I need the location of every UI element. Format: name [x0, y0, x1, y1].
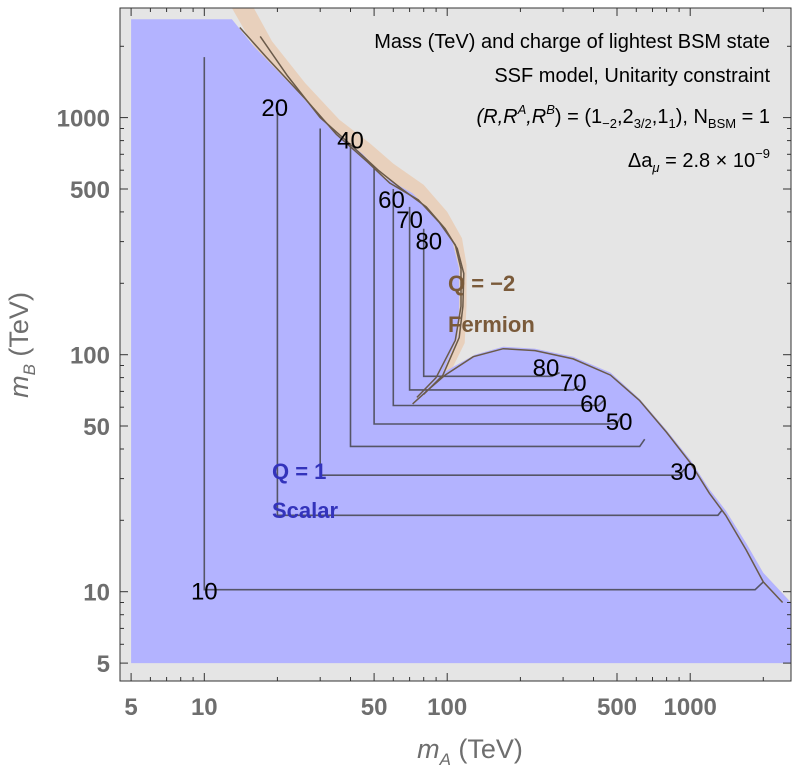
x-tick-label: 10	[191, 694, 218, 721]
contour-20	[276, 103, 723, 517]
contour-30	[319, 128, 686, 476]
contour-10	[203, 57, 764, 591]
contour-60	[392, 189, 605, 407]
y-axis-title: mB (TeV)	[4, 292, 39, 398]
y-tick-label: 5	[97, 651, 110, 678]
info-line-3: (R,RA,RB) = (1−2,23/2,11), NBSM = 1	[476, 102, 770, 131]
y-tick-label: 50	[83, 414, 110, 441]
contour-label-10: 10	[191, 579, 218, 606]
contour-label-70: 70	[560, 370, 587, 397]
y-tick-label: 100	[70, 343, 110, 370]
contour-label-80: 80	[533, 355, 560, 382]
fermion-region	[231, 8, 791, 615]
contour-label-70: 70	[396, 207, 423, 234]
plot-frame	[119, 7, 792, 682]
tick-labels: 5 10 50 100 500 1000 5 10 50 100 500 1000	[57, 106, 717, 721]
contour-70	[408, 206, 580, 391]
contour-label-40: 40	[337, 128, 364, 155]
contour-label-20: 20	[261, 95, 288, 122]
contour-50	[373, 166, 622, 425]
scalar-charge-label: Q = 1	[272, 459, 326, 484]
y-tick-label: 500	[70, 177, 110, 204]
contour-label-80: 80	[415, 229, 442, 256]
scalar-type-label: Scalar	[272, 498, 338, 523]
fermion-charge-label: Q = −2	[448, 271, 515, 296]
contour-label-60: 60	[580, 391, 607, 418]
contour-80	[422, 228, 560, 378]
contour-label-50: 50	[606, 409, 633, 436]
x-tick-label: 1000	[664, 694, 717, 721]
x-tick-label: 5	[124, 694, 137, 721]
x-axis-title: mA (TeV)	[417, 734, 523, 768]
fermion-boundary-right	[259, 35, 465, 395]
info-line-1: Mass (TeV) and charge of lightest BSM st…	[374, 31, 770, 53]
info-line-2: SSF model, Unitarity constraint	[494, 65, 770, 87]
info-line-4: Δaμ = 2.8 × 10−9	[628, 146, 770, 175]
contour-lines	[203, 57, 764, 591]
y-tick-label: 1000	[57, 106, 110, 133]
y-tick-label: 10	[83, 580, 110, 607]
axis-ticks	[120, 8, 791, 681]
fermion-boundary-lower	[412, 347, 784, 604]
contour-label-30: 30	[670, 459, 697, 486]
x-tick-label: 500	[597, 694, 637, 721]
contour-label-60: 60	[378, 187, 405, 214]
fermion-type-label: Fermion	[448, 312, 535, 337]
x-tick-label: 50	[361, 694, 388, 721]
scalar-region	[131, 19, 791, 664]
contour-40	[349, 143, 646, 448]
x-tick-label: 100	[427, 694, 467, 721]
